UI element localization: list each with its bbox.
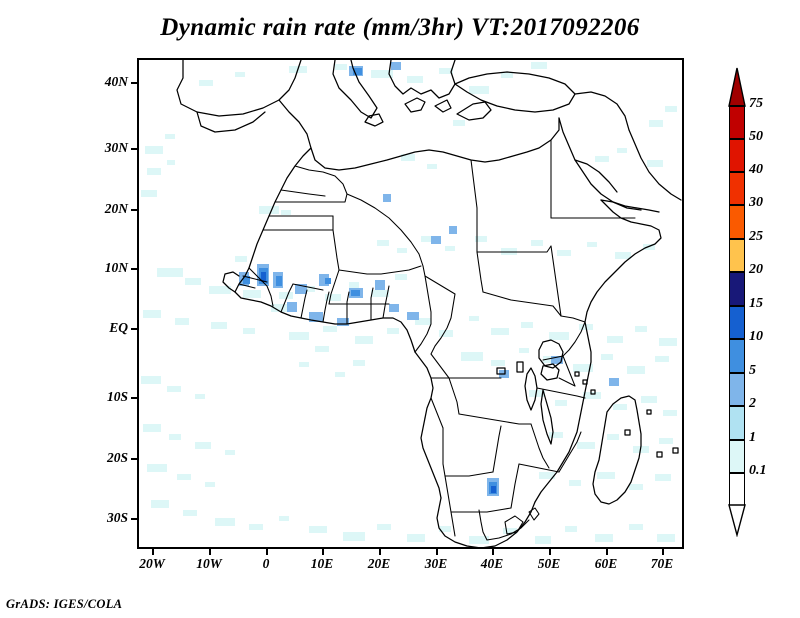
colorbar-segment-20 xyxy=(729,271,745,305)
x-tick-label-10e: 10E xyxy=(310,556,334,571)
x-tick-mark xyxy=(322,549,324,555)
colorbar-segment-75 xyxy=(729,105,745,138)
precip-shading-dark xyxy=(261,272,496,493)
colorbar-tick-label-25: 25 xyxy=(749,229,763,244)
x-tick-label-0: 0 xyxy=(262,556,270,571)
x-tick-mark xyxy=(266,549,268,555)
x-tick-label-20w: 20W xyxy=(139,556,165,571)
colorbar-tick-label-15: 15 xyxy=(749,296,763,311)
x-tick-label-70e: 70E xyxy=(650,556,674,571)
colorbar-segment-2 xyxy=(729,405,745,439)
colorbar-divider xyxy=(729,238,745,240)
y-tick-mark xyxy=(131,397,137,399)
x-tick-label-20e: 20E xyxy=(367,556,391,571)
x-tick-mark xyxy=(436,549,438,555)
y-tick-label-10n: 10N xyxy=(104,260,128,275)
x-tick-label-10w: 10W xyxy=(196,556,222,571)
colorbar-tick-label-20: 20 xyxy=(749,262,763,277)
x-tick-mark xyxy=(492,549,494,555)
colorbar-segment-0-1 xyxy=(729,472,745,505)
colorbar-divider xyxy=(729,405,745,407)
colorbar-segment-15 xyxy=(729,305,745,338)
colorbar-divider xyxy=(729,472,745,474)
colorbar-tick-label-1: 1 xyxy=(749,430,756,445)
colorbar-segment-50 xyxy=(729,138,745,171)
x-tick-label-30e: 30E xyxy=(424,556,448,571)
colorbar-segments xyxy=(729,105,745,507)
colorbar-top-arrow xyxy=(728,67,746,107)
colorbar-divider xyxy=(729,271,745,273)
colorbar-segment-5 xyxy=(729,372,745,405)
y-tick-label-30n: 30N xyxy=(104,140,128,155)
colorbar-segment-10 xyxy=(729,338,745,372)
map-country-borders xyxy=(238,139,636,541)
colorbar-tick-label-40: 40 xyxy=(749,162,763,177)
colorbar-divider xyxy=(729,439,745,441)
y-tick-mark xyxy=(131,148,137,150)
y-tick-label-20s: 20S xyxy=(106,450,128,465)
colorbar-tick-label-5: 5 xyxy=(749,363,756,378)
y-tick-label-40n: 40N xyxy=(104,74,128,89)
africa-map-svg xyxy=(141,60,682,547)
colorbar-divider xyxy=(729,138,745,140)
precip-shading-strong xyxy=(243,68,497,494)
x-tick-mark xyxy=(379,549,381,555)
x-tick-mark xyxy=(606,549,608,555)
y-tick-mark xyxy=(131,328,137,330)
page-title: Dynamic rain rate (mm/3hr) VT:2017092206 xyxy=(160,14,640,41)
y-tick-mark xyxy=(131,458,137,460)
colorbar-divider xyxy=(729,204,745,206)
y-tick-mark xyxy=(131,518,137,520)
colorbar-divider xyxy=(729,305,745,307)
colorbar-tick-label-50: 50 xyxy=(749,129,763,144)
colorbar-segment-1 xyxy=(729,439,745,472)
colorbar-tick-label-30: 30 xyxy=(749,195,763,210)
y-tick-label-30s: 30S xyxy=(106,510,128,525)
colorbar-divider xyxy=(729,338,745,340)
footer-credit: GrADS: IGES/COLA xyxy=(6,597,123,611)
y-tick-mark xyxy=(131,268,137,270)
x-tick-label-60e: 60E xyxy=(594,556,618,571)
colorbar-tick-label-10: 10 xyxy=(749,329,763,344)
y-tick-mark xyxy=(131,82,137,84)
colorbar-segment-30 xyxy=(729,204,745,238)
x-tick-label-40e: 40E xyxy=(480,556,504,571)
x-tick-mark xyxy=(549,549,551,555)
colorbar-tick-label-0-1: 0.1 xyxy=(749,463,767,478)
colorbar-segment-40 xyxy=(729,171,745,204)
precip-shading-light xyxy=(141,62,677,544)
y-tick-label-eq: EQ xyxy=(109,320,128,335)
x-tick-mark xyxy=(662,549,664,555)
y-tick-label-10s: 10S xyxy=(106,389,128,404)
x-tick-mark xyxy=(209,549,211,555)
colorbar-tick-label-2: 2 xyxy=(749,396,756,411)
colorbar-divider xyxy=(729,171,745,173)
x-tick-label-50e: 50E xyxy=(537,556,561,571)
map-plot-area xyxy=(137,58,684,549)
colorbar-divider xyxy=(729,372,745,374)
colorbar-segment-25 xyxy=(729,238,745,271)
y-tick-label-20n: 20N xyxy=(104,201,128,216)
colorbar-tick-label-75: 75 xyxy=(749,96,763,111)
map-coastlines xyxy=(176,60,682,547)
y-tick-mark xyxy=(131,209,137,211)
x-tick-mark xyxy=(152,549,154,555)
colorbar-bottom-arrow xyxy=(728,504,746,537)
colorbar-divider xyxy=(729,105,745,107)
